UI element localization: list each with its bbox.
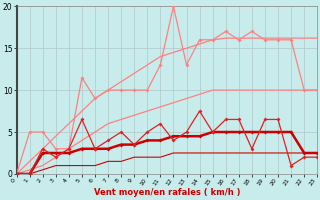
- X-axis label: Vent moyen/en rafales ( km/h ): Vent moyen/en rafales ( km/h ): [94, 188, 240, 197]
